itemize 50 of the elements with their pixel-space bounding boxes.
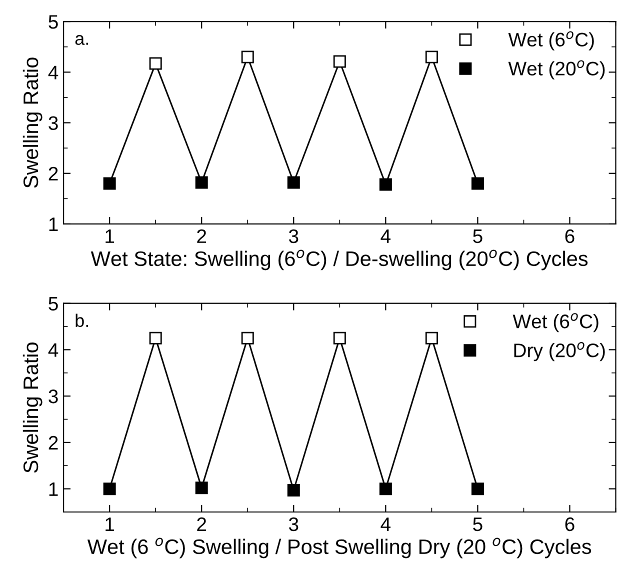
point — [149, 57, 162, 70]
point — [195, 482, 208, 494]
x-tick-label: 1 — [106, 518, 114, 531]
x-tick-label: 5 — [473, 518, 482, 532]
point — [379, 178, 392, 191]
x-tick-label: 3 — [288, 229, 298, 244]
point — [379, 482, 392, 496]
legend-label: Dry (20$^{o}$C) — [514, 342, 605, 362]
x-tick-label: 2 — [197, 229, 206, 243]
point — [149, 332, 162, 344]
point — [333, 55, 346, 68]
x-axis-title: Wet (6 $^{o}$C) Swelling / Post Swelling Dry (20 $^{o}$C) Cycles — [87, 538, 592, 558]
y-tick-label: 2 — [48, 166, 58, 180]
legend-label: Wet (20$^{o}$C) — [508, 60, 605, 80]
x-tick-label: 6 — [565, 517, 574, 532]
point — [241, 332, 254, 344]
point — [195, 176, 208, 189]
annotation: b. — [76, 314, 88, 328]
y-tick-label: 1 — [49, 218, 58, 232]
point — [103, 177, 116, 190]
y-tick-label: 4 — [48, 343, 58, 357]
x-tick-label: 5 — [473, 230, 482, 244]
point — [287, 484, 300, 496]
x-tick-label: 4 — [380, 230, 391, 243]
y-tick-label: 1 — [49, 482, 58, 496]
y-tick-label: 3 — [48, 116, 58, 130]
x-tick-label: 2 — [197, 517, 206, 531]
x-tick-label: 1 — [106, 230, 114, 243]
point — [425, 332, 438, 344]
point — [103, 482, 116, 496]
y-tick-label: 5 — [48, 15, 58, 29]
y-tick-label: 3 — [48, 390, 58, 404]
point — [425, 50, 438, 64]
point — [287, 176, 300, 189]
point — [333, 332, 346, 344]
x-tick-label: 3 — [288, 517, 298, 532]
y-tick-label: 4 — [48, 66, 58, 80]
x-tick-label: 4 — [380, 518, 391, 531]
legend-label: Wet (6$^{o}$C) — [512, 313, 598, 332]
y-tick-label: 2 — [48, 436, 58, 450]
x-tick-label: 6 — [565, 229, 574, 244]
annotation: a. — [75, 35, 88, 45]
y-axis-title: Swelling Ratio — [22, 342, 42, 473]
x-axis-title: Wet State: Swelling (6$^{o}$C) / De-swelling (20$^{o}$C) Cycles — [90, 250, 588, 270]
legend-label: Wet (6$^{o}$C) — [508, 31, 594, 50]
y-axis-title: Swelling Ratio — [22, 58, 42, 188]
y-tick-label: 5 — [48, 297, 58, 311]
point — [471, 177, 484, 190]
point — [471, 482, 484, 496]
point — [241, 50, 254, 64]
